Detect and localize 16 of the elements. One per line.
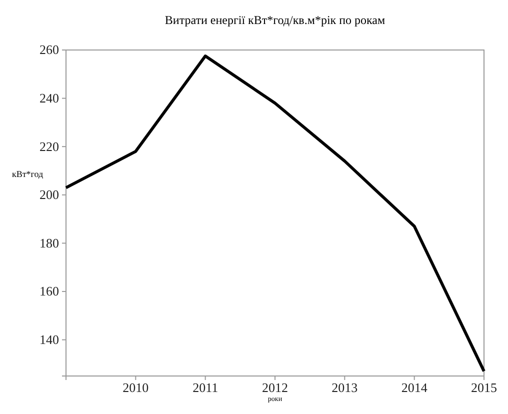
x-tick-label: 2010 <box>122 380 149 396</box>
x-tick-label: 2012 <box>262 380 288 396</box>
x-tick-label: 2014 <box>401 380 428 396</box>
y-tick-label: 220 <box>40 138 59 154</box>
x-tick-label: 2011 <box>192 380 218 396</box>
chart-title: Витрати енергії кВт*год/кв.м*рік по рокам <box>164 13 386 27</box>
y-tick-label: 260 <box>40 42 59 58</box>
y-tick-label: 180 <box>40 235 59 250</box>
x-tick-label: 2015 <box>471 380 497 396</box>
y-tick-label: 160 <box>40 284 59 299</box>
y-tick-label: 140 <box>40 332 59 347</box>
y-axis-title: кВт*год <box>12 168 44 179</box>
line-series <box>64 54 486 373</box>
y-tick-label: 240 <box>40 90 59 106</box>
x-tick-label: 2013 <box>332 380 358 396</box>
y-tick-label: 200 <box>40 187 59 202</box>
